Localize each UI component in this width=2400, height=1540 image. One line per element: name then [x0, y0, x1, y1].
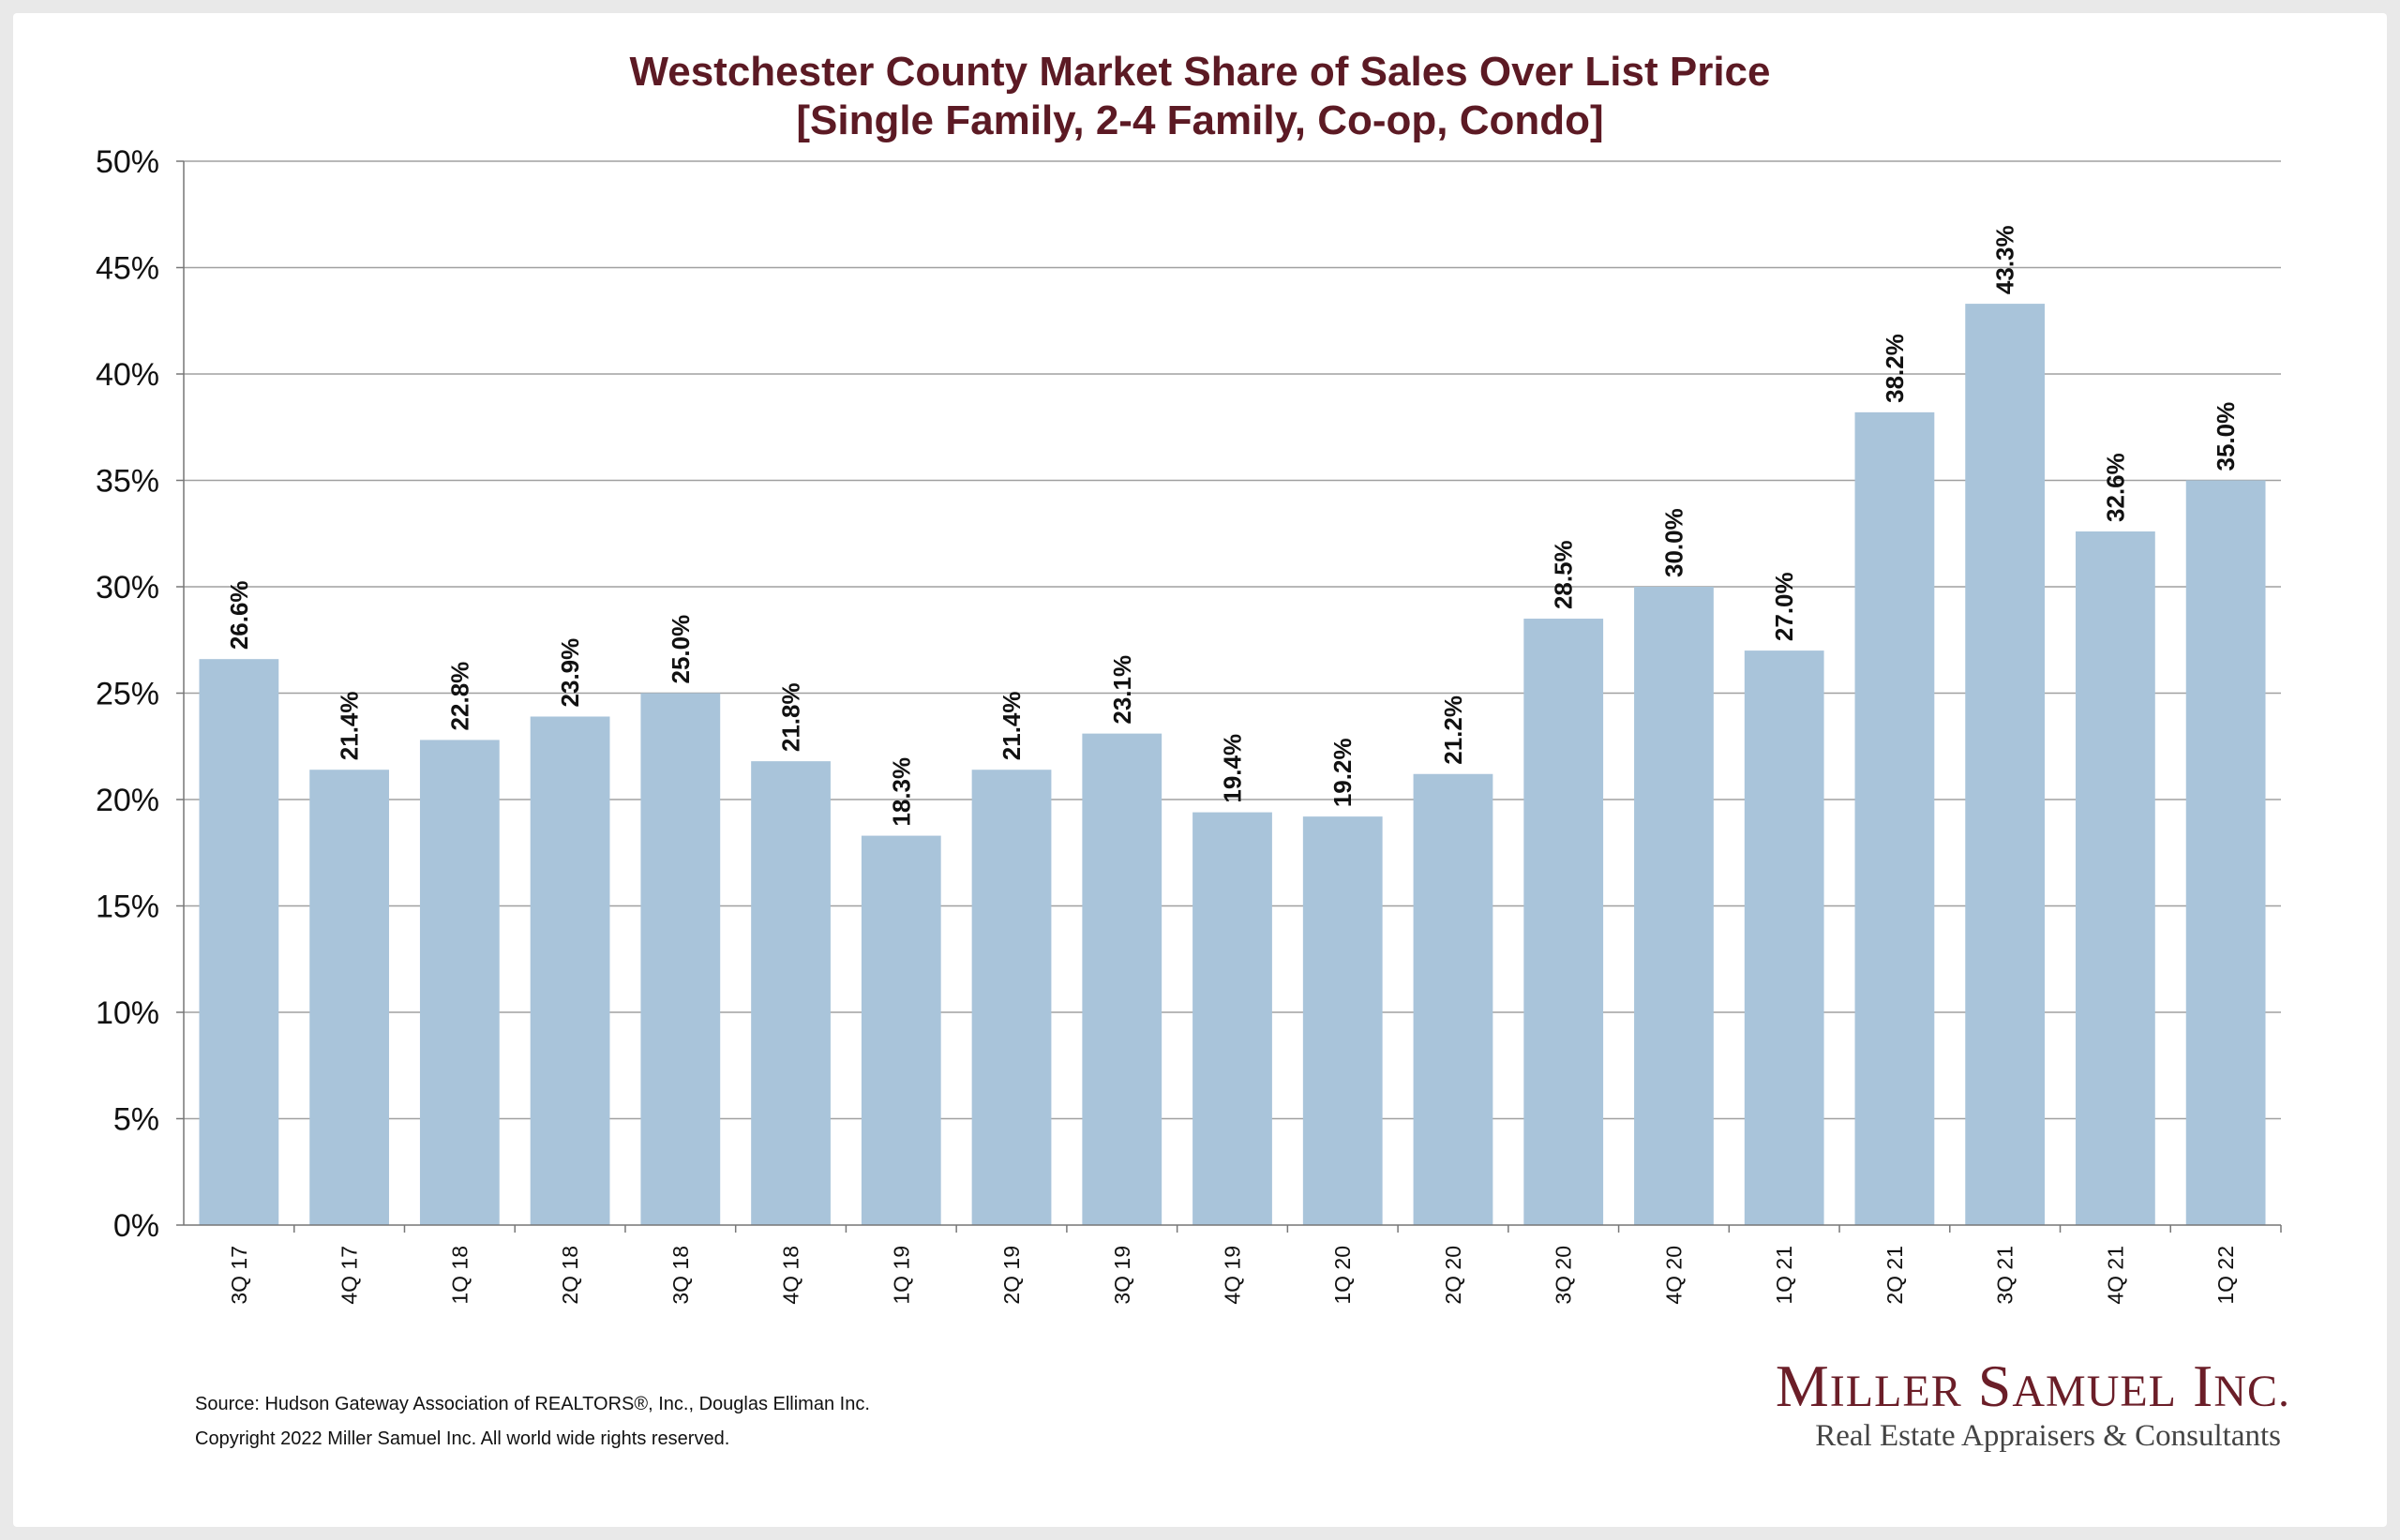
x-tick-label: 2Q 20	[1441, 1246, 1465, 1305]
chart-title-line-2: [Single Family, 2-4 Family, Co-op, Condo…	[796, 97, 1604, 143]
axes	[176, 160, 2282, 1233]
y-tick-label: 40%	[96, 357, 159, 393]
bar	[861, 835, 941, 1225]
y-tick-label: 5%	[113, 1102, 159, 1138]
data-label: 27.0%	[1770, 572, 1798, 641]
data-label: 21.8%	[777, 682, 805, 752]
y-tick-label: 25%	[96, 677, 159, 712]
data-label: 18.3%	[887, 757, 915, 827]
bar	[1413, 773, 1493, 1225]
bar	[1192, 812, 1272, 1225]
bar	[1302, 816, 1383, 1225]
data-label: 32.6%	[2101, 453, 2129, 522]
bar	[1854, 411, 1935, 1225]
data-label: 43.3%	[1991, 225, 2019, 294]
x-tick-label: 1Q 22	[2213, 1246, 2238, 1305]
bar	[419, 740, 500, 1225]
x-tick-label: 3Q 20	[1552, 1246, 1576, 1305]
x-tick-label: 1Q 21	[1772, 1246, 1796, 1305]
bar	[971, 770, 1052, 1225]
data-label: 22.8%	[445, 662, 473, 731]
data-label: 38.2%	[1881, 334, 1909, 403]
x-tick-label: 2Q 19	[999, 1246, 1024, 1305]
y-tick-label: 0%	[113, 1208, 159, 1244]
x-tick-label: 3Q 21	[1993, 1246, 2018, 1305]
bar	[1523, 619, 1604, 1225]
company-logo-name: MILLER SAMUEL INC.	[1775, 1353, 2290, 1419]
data-label: 19.2%	[1328, 738, 1357, 807]
data-label: 21.4%	[998, 691, 1026, 760]
bar	[199, 659, 279, 1225]
data-label: 21.2%	[1439, 695, 1467, 765]
x-tick-label: 1Q 18	[447, 1246, 472, 1305]
x-tick-label: 1Q 20	[1330, 1246, 1355, 1305]
company-logo-tagline: Real Estate Appraisers & Consultants	[1815, 1419, 2281, 1453]
bar	[1744, 650, 1824, 1225]
x-tick-label: 4Q 17	[338, 1246, 362, 1305]
bar	[2185, 480, 2266, 1225]
bar	[309, 770, 389, 1225]
x-tick-label: 2Q 18	[558, 1246, 582, 1305]
chart-title-line-1: Westchester County Market Share of Sales…	[629, 49, 1771, 95]
data-label: 25.0%	[667, 615, 695, 684]
bar	[751, 761, 831, 1225]
bar	[1965, 304, 2046, 1226]
data-label: 35.0%	[2212, 402, 2240, 471]
data-label: 30.0%	[1659, 508, 1688, 577]
x-tick-label: 4Q 19	[1221, 1246, 1245, 1305]
copyright-note: Copyright 2022 Miller Samuel Inc. All wo…	[195, 1428, 730, 1449]
data-label: 21.4%	[336, 691, 364, 760]
y-tick-label: 10%	[96, 995, 159, 1031]
x-tick-label: 2Q 21	[1882, 1246, 1907, 1305]
bar	[640, 693, 721, 1225]
data-label: 19.4%	[1219, 734, 1247, 803]
bar	[530, 716, 610, 1225]
y-tick-label: 50%	[96, 144, 159, 180]
y-tick-label: 20%	[96, 783, 159, 818]
y-tick-label: 35%	[96, 464, 159, 500]
data-label: 28.5%	[1550, 540, 1578, 609]
bar	[1634, 587, 1714, 1225]
data-label: 23.1%	[1108, 655, 1136, 725]
x-tick-label: 3Q 19	[1110, 1246, 1134, 1305]
y-tick-label: 15%	[96, 890, 159, 925]
x-tick-label: 1Q 19	[889, 1246, 913, 1305]
bar	[2076, 531, 2155, 1225]
x-tick-label: 4Q 20	[1661, 1246, 1686, 1305]
bars	[199, 304, 2266, 1226]
labels: 0% 5% 10% 15% 20% 25% 30% 35% 40% 45% 50% 26.6% 3Q 1…	[96, 144, 2240, 1305]
bar	[1082, 733, 1162, 1225]
x-tick-label: 3Q 17	[227, 1246, 251, 1305]
x-tick-label: 4Q 21	[2103, 1246, 2127, 1305]
data-label: 26.6%	[225, 580, 253, 650]
y-tick-label: 45%	[96, 251, 159, 287]
data-label: 23.9%	[556, 638, 584, 708]
y-tick-label: 30%	[96, 570, 159, 606]
x-tick-label: 3Q 18	[668, 1246, 693, 1305]
x-tick-label: 4Q 18	[779, 1246, 803, 1305]
source-note: Source: Hudson Gateway Association of RE…	[195, 1394, 870, 1414]
